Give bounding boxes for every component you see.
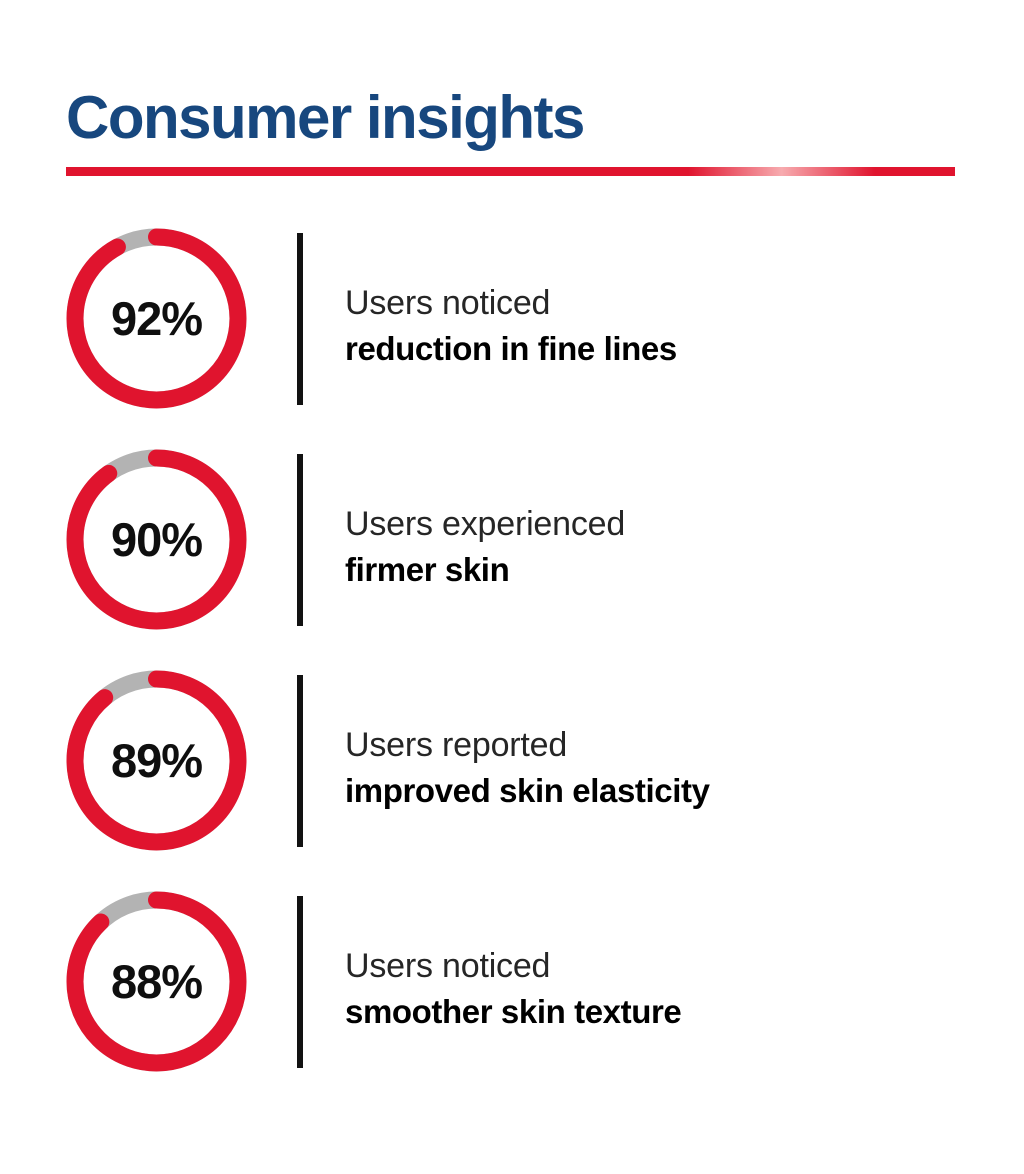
stat-line1: Users experienced — [345, 504, 626, 543]
donut-gauge-90: 90% — [66, 449, 247, 630]
stat-description: Users experienced firmer skin — [345, 488, 625, 591]
stat-description: Users noticed smoother skin texture — [345, 930, 682, 1033]
stat-line2: smoother skin texture — [345, 992, 682, 1030]
vertical-divider — [297, 674, 303, 847]
stat-line2: improved skin elasticity — [345, 771, 710, 809]
stat-line2: firmer skin — [345, 550, 510, 588]
stat-line1: Users reported — [345, 725, 568, 764]
donut-ring-icon — [66, 670, 247, 851]
stat-row-fine-lines: 92% Users noticed reduction in fine line… — [66, 228, 1024, 409]
stat-row-texture: 88% Users noticed smoother skin texture — [66, 891, 1024, 1072]
stat-line2: reduction in fine lines — [345, 329, 677, 367]
stat-line1: Users noticed — [345, 283, 551, 322]
consumer-insights-infographic: Consumer insights 92% Users noticed redu… — [66, 84, 1024, 1072]
percent-label: 89% — [110, 734, 203, 787]
donut-gauge-88: 88% — [66, 891, 247, 1072]
vertical-divider — [297, 895, 303, 1068]
donut-gauge-89: 89% — [66, 670, 247, 851]
donut-gauge-92: 92% — [66, 228, 247, 409]
vertical-divider — [297, 453, 303, 626]
donut-ring-icon — [66, 449, 247, 630]
vertical-divider — [297, 232, 303, 405]
stat-row-firmer-skin: 90% Users experienced firmer skin — [66, 449, 1024, 630]
donut-ring-icon — [66, 228, 247, 409]
stat-rows: 92% Users noticed reduction in fine line… — [66, 228, 1024, 1072]
stat-description: Users noticed reduction in fine lines — [345, 267, 677, 370]
donut-ring-icon — [66, 891, 247, 1072]
page-title: Consumer insights — [66, 84, 585, 151]
stat-description: Users reported improved skin elasticity — [345, 709, 710, 812]
percent-label: 90% — [110, 513, 203, 566]
stat-row-elasticity: 89% Users reported improved skin elastic… — [66, 670, 1024, 851]
percent-label: 88% — [110, 955, 203, 1008]
title-underline-rule — [66, 167, 955, 176]
stat-line1: Users noticed — [345, 946, 551, 985]
percent-label: 92% — [110, 292, 203, 345]
